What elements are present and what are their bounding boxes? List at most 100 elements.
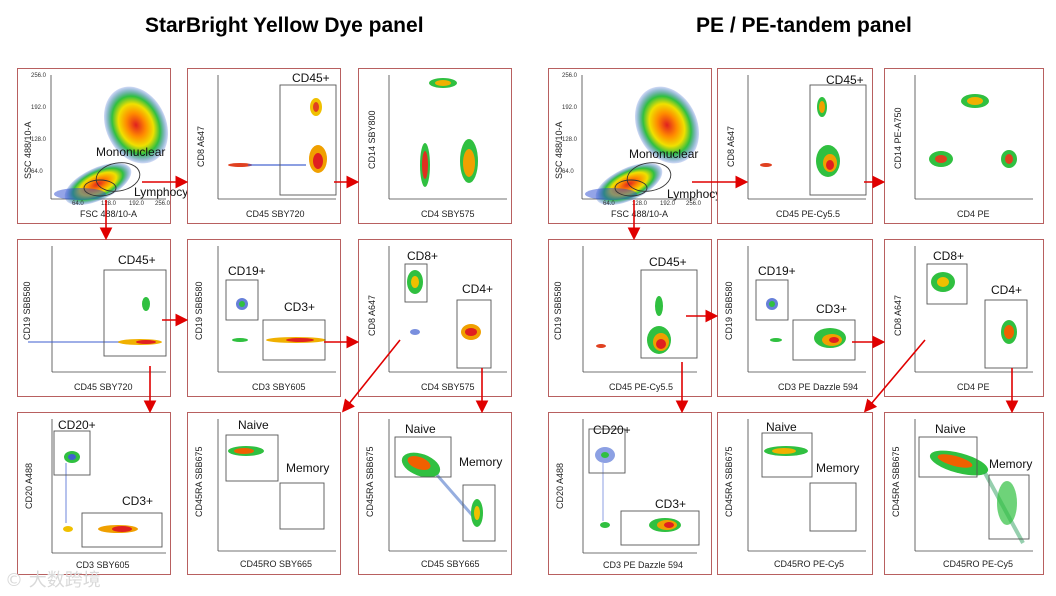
density-plot-l3: [388, 75, 507, 200]
gate-label-mononuclear: Mononuclear: [629, 147, 699, 161]
x-axis-label: CD3 PE Dazzle 594: [778, 382, 859, 392]
y-tick-192: 192.0: [562, 105, 578, 111]
y-axis-label: CD45RA SBB675: [365, 446, 375, 517]
plot-cd3-cd19-left: CD3 SBY605 CD19 SBB580 CD19+ CD3+: [187, 239, 341, 397]
y-axis-label: CD45RA SBB675: [194, 446, 204, 517]
x-axis-label: CD45 PE-Cy5.5: [609, 382, 674, 392]
x-tick-128: 128.0: [632, 201, 648, 207]
gate-label-memory: Memory: [459, 455, 503, 469]
x-axis-label: CD45RO PE-Cy5: [943, 559, 1014, 569]
plot-cd3-cd20-left: CD3 SBY605 CD20 A488 CD20+ CD3+: [17, 412, 171, 575]
y-axis-label: CD20 A488: [555, 462, 565, 509]
gate-label-cd20: CD20+: [58, 418, 96, 432]
y-axis-label: CD8 A647: [196, 125, 206, 167]
y-tick-64: 64.0: [562, 169, 574, 175]
gate-label-cd45: CD45+: [826, 73, 864, 87]
x-tick-192: 192.0: [129, 201, 145, 207]
density-plot-l9: [388, 419, 507, 552]
gate-label-cd45: CD45+: [118, 253, 156, 267]
density-plot-r8: [747, 419, 866, 552]
x-axis-label: CD4 PE: [957, 382, 990, 392]
y-axis-label: CD19 SBB580: [22, 281, 32, 340]
x-axis-label: CD4 SBY575: [421, 209, 475, 219]
y-axis-label: SSC 488/10-A: [23, 121, 33, 179]
y-axis-label: CD20 A488: [24, 462, 34, 509]
gate-label-lymphocytes: Lymphocytes: [134, 185, 205, 199]
plot-cd4-cd8-right: CD4 PE CD8 A647 CD8+ CD4+: [884, 239, 1044, 397]
gate-label-memory: Memory: [816, 461, 860, 475]
gate-label-naive: Naive: [238, 418, 269, 432]
x-axis-label: CD3 SBY605: [76, 560, 130, 570]
x-axis-label: CD45 SBY720: [74, 382, 133, 392]
x-axis-label: CD3 PE Dazzle 594: [603, 560, 684, 570]
density-plot-l1: [50, 75, 169, 206]
density-plot-l2: [217, 75, 337, 200]
x-tick-64: 64.0: [603, 201, 615, 207]
plot-cd45-cd8-left: CD45 SBY720 CD8 A647 CD45+: [187, 68, 341, 224]
plot-cd45ro-cd45ra-right-2: CD45RO PE-Cy5 CD45RA SBB675 Naive Memory: [884, 412, 1044, 575]
y-tick-192: 192.0: [31, 105, 47, 111]
x-axis-label: CD45 PE-Cy5.5: [776, 209, 841, 219]
x-axis-label: CD4 PE: [957, 209, 990, 219]
plot-cd4-cd8-left: CD4 SBY575 CD8 A647 CD8+ CD4+: [358, 239, 512, 397]
gate-label-cd3: CD3+: [122, 494, 154, 508]
y-axis-label: SSC 488/10-A: [554, 121, 564, 179]
y-tick-256: 256.0: [562, 73, 578, 79]
y-axis-label: CD19 SBB580: [724, 281, 734, 340]
plot-cd3-cd20-right: CD3 PE Dazzle 594 CD20 A488 CD20+ CD3+: [548, 412, 712, 575]
x-tick-192: 192.0: [660, 201, 676, 207]
gate-label-naive: Naive: [405, 422, 436, 436]
x-axis-label: CD45RO PE-Cy5: [774, 559, 845, 569]
y-axis-label: CD19 SBB580: [553, 281, 563, 340]
gate-label-cd45: CD45+: [292, 71, 330, 85]
density-plot-r5: [747, 246, 866, 373]
y-tick-128: 128.0: [31, 137, 47, 143]
plot-cd45-cd19-left: CD45 SBY720 CD19 SBB580 CD45+: [17, 239, 171, 397]
x-axis-label: CD3 SBY605: [252, 382, 306, 392]
gate-label-memory: Memory: [286, 461, 330, 475]
y-axis-label: CD19 SBB580: [194, 281, 204, 340]
x-axis-label: CD45 SBY720: [246, 209, 305, 219]
density-plot-r3: [914, 75, 1033, 200]
gate-label-cd4: CD4+: [991, 283, 1023, 297]
y-axis-label: CD8 A647: [893, 294, 903, 336]
density-plot-r7: [582, 419, 700, 554]
right-panel-title: PE / PE-tandem panel: [696, 14, 912, 37]
x-axis-label: CD45RO SBY665: [240, 559, 313, 569]
gate-label-naive: Naive: [935, 422, 966, 436]
y-axis-label: CD14 SBY800: [367, 110, 377, 169]
gate-label-cd8: CD8+: [407, 249, 439, 263]
plot-scatter-fsc-ssc-left: 256.0 192.0 128.0 64.0 64.0 128.0 192.0 …: [17, 68, 204, 224]
plot-cd4-cd14-right: CD4 PE CD14 PE-A750: [884, 68, 1044, 224]
x-tick-256: 256.0: [155, 201, 171, 207]
y-axis-label: CD45RA SBB675: [891, 446, 901, 517]
plot-cd45ro-cd45ra-right: CD45RO PE-Cy5 CD45RA SBB675 Naive Memory: [717, 412, 873, 575]
density-plot-l4: [28, 246, 167, 373]
x-tick-256: 256.0: [686, 201, 702, 207]
density-plot-r9: [914, 419, 1033, 552]
x-axis-label: CD45 SBY665: [421, 559, 480, 569]
density-plot-r4: [582, 246, 698, 373]
gate-label-naive: Naive: [766, 420, 797, 434]
gate-label-mononuclear: Mononuclear: [96, 145, 166, 159]
gate-label-cd19: CD19+: [758, 264, 796, 278]
y-tick-64: 64.0: [31, 169, 43, 175]
density-plot-r2: [747, 75, 867, 200]
x-tick-64: 64.0: [72, 201, 84, 207]
watermark: © 大数跨境: [5, 570, 101, 591]
density-plot-l8: [217, 419, 336, 552]
gate-label-cd4: CD4+: [462, 282, 494, 296]
x-axis-label: CD4 SBY575: [421, 382, 475, 392]
left-panel-title: StarBright Yellow Dye panel: [145, 14, 424, 37]
y-axis-label: CD8 A647: [726, 125, 736, 167]
y-axis-label: CD8 A647: [367, 294, 377, 336]
x-axis-label: FSC 488/10-A: [80, 209, 138, 219]
gate-label-cd45: CD45+: [649, 255, 687, 269]
density-plot-l5: [217, 246, 336, 373]
plot-cd45-cd8-right: CD45 PE-Cy5.5 CD8 A647 CD45+: [717, 68, 873, 224]
plot-cd45-cd19-right: CD45 PE-Cy5.5 CD19 SBB580 CD45+: [548, 239, 712, 397]
x-axis-label: FSC 488/10-A: [611, 209, 669, 219]
gate-label-memory: Memory: [989, 457, 1033, 471]
density-plot-l6: [388, 246, 507, 373]
y-axis-label: CD14 PE-A750: [893, 107, 903, 169]
